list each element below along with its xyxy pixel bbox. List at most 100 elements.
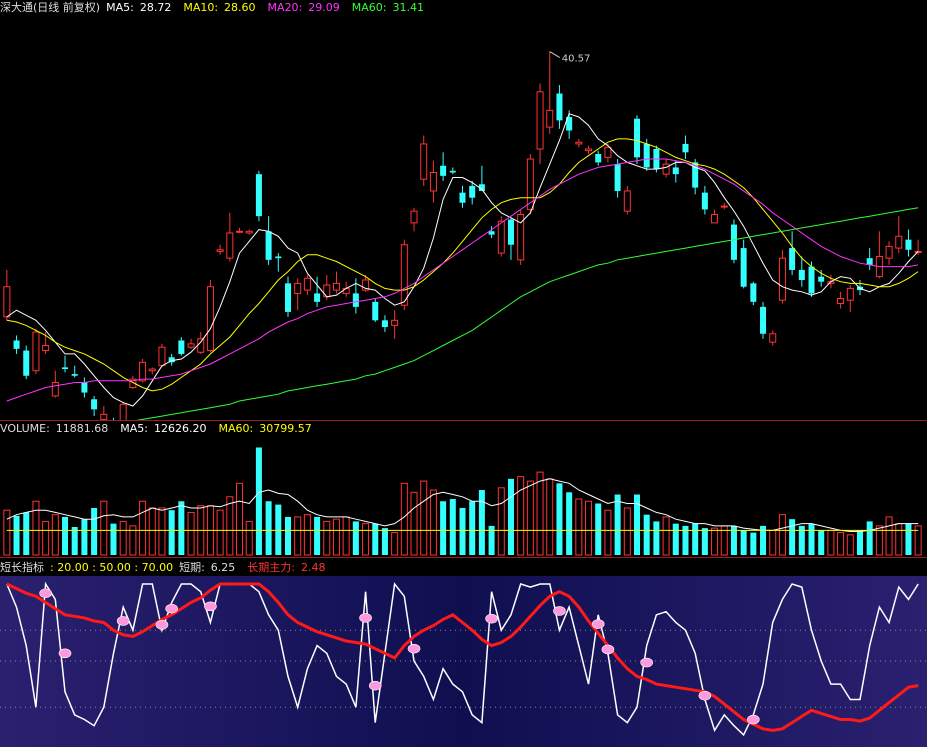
candle-body	[168, 357, 175, 363]
candle-body	[614, 164, 621, 191]
candle	[420, 135, 428, 186]
candle	[662, 159, 670, 178]
volume-bar	[662, 516, 670, 556]
candle	[459, 185, 466, 208]
candle-body	[255, 174, 262, 217]
candle-body	[216, 249, 224, 252]
candle	[701, 185, 708, 215]
volume-bar	[255, 447, 262, 555]
candle-body	[469, 185, 476, 198]
candle-body	[158, 346, 166, 367]
ma10-legend: MA10: 28.60	[183, 1, 261, 14]
indicator-chart[interactable]	[0, 576, 927, 747]
candle	[566, 110, 573, 139]
volume-bar	[440, 501, 447, 555]
candle-body	[245, 230, 253, 234]
candle	[556, 85, 563, 129]
signal-marker	[698, 690, 712, 701]
signal-marker	[58, 648, 72, 659]
long-term-legend: 长期主力: 2.48	[247, 561, 331, 574]
candle-body	[885, 245, 893, 259]
candle-body	[478, 184, 485, 191]
candle-body	[100, 413, 108, 420]
candle-body	[556, 93, 563, 121]
ma5-value: 28.72	[139, 1, 172, 14]
candle-body	[769, 333, 777, 343]
candle	[429, 160, 437, 203]
volume-bar	[119, 520, 127, 556]
candle	[517, 209, 525, 265]
candle	[255, 170, 262, 222]
volume-bar	[400, 482, 408, 556]
candle	[275, 253, 282, 272]
candle-body	[226, 232, 234, 259]
volume-bar	[643, 514, 650, 555]
volume-bar	[730, 525, 737, 555]
candle-body	[575, 141, 583, 145]
volume-bar	[507, 478, 514, 555]
volume-bar	[789, 519, 796, 555]
candle	[3, 269, 11, 321]
candle	[32, 328, 40, 375]
volume-bar	[429, 489, 437, 556]
volume-bar	[372, 523, 379, 555]
signal-marker	[155, 620, 169, 630]
candle	[51, 370, 59, 398]
volume-bar	[168, 510, 175, 555]
candle-body	[643, 143, 650, 168]
signal-marker	[368, 680, 382, 691]
volume-bar	[13, 515, 20, 555]
volume-bar	[81, 519, 88, 555]
candle	[265, 216, 272, 265]
candle-body	[720, 205, 728, 208]
candle	[226, 212, 234, 262]
volume-bar	[391, 532, 399, 556]
candle-body	[711, 213, 719, 224]
candle	[62, 355, 69, 373]
candle-body	[633, 118, 641, 158]
candle	[837, 291, 845, 309]
signal-marker	[485, 613, 498, 624]
candle-body	[187, 343, 195, 348]
signal-marker	[359, 613, 372, 623]
volume-bar	[3, 509, 11, 556]
candle-body	[284, 283, 292, 312]
price-chart[interactable]: 40.5720.60	[0, 18, 927, 420]
volume-chart[interactable]	[0, 437, 927, 557]
candle-body	[178, 340, 185, 354]
candle	[148, 367, 156, 375]
candle	[885, 241, 893, 265]
candle	[798, 256, 805, 287]
indicator-background	[0, 576, 927, 747]
candle	[778, 249, 786, 304]
candle-body	[837, 297, 845, 305]
volume-bar	[875, 525, 883, 556]
volume-bar	[526, 480, 534, 556]
volume-bar	[546, 478, 554, 556]
volume-legend: VOLUME: 11881.68 MA5: 12626.20 MA60: 30799.57	[0, 421, 324, 437]
candle	[342, 281, 350, 297]
volume-bar	[478, 490, 485, 555]
candle	[488, 226, 495, 238]
stock-title: 深大通(日线 前复权)	[0, 1, 101, 14]
volume-bar	[129, 525, 137, 556]
candle	[440, 152, 447, 181]
ma-line-ma10	[6, 138, 919, 392]
indicator-name: 短长指标	[0, 561, 44, 574]
candle-body	[818, 276, 825, 282]
panel-divider	[0, 420, 927, 421]
candle	[139, 358, 147, 383]
volume-bar	[314, 516, 321, 555]
volume-bar	[187, 511, 195, 556]
candle-body	[866, 258, 873, 265]
candle	[633, 115, 641, 165]
volume-bar	[566, 492, 573, 555]
candle	[352, 278, 359, 314]
volume-bar	[449, 499, 456, 555]
candle	[789, 231, 796, 275]
candle	[119, 402, 127, 420]
candle	[187, 338, 195, 349]
volume-bar	[469, 501, 476, 555]
candle-body	[440, 165, 447, 176]
volume-bar	[837, 532, 845, 556]
